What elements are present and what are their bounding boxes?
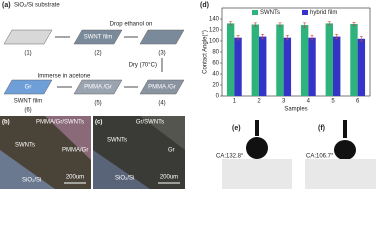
bar <box>357 38 366 96</box>
panel-label: (d) <box>200 2 209 9</box>
bar <box>350 23 358 97</box>
x-tick-label: 5 <box>331 99 335 105</box>
step-label: SWNT film <box>14 99 43 105</box>
y-tick-label: 40 <box>212 72 219 78</box>
panel-label: (a) <box>2 2 11 9</box>
needle <box>343 120 347 138</box>
region-label: PMMA/Gr/SWNTs <box>36 120 84 126</box>
bar <box>251 24 259 96</box>
swnt-film <box>73 29 123 45</box>
substrate <box>222 159 292 189</box>
step-number: (4) <box>158 101 165 107</box>
contact-angle: CA:106.7° <box>306 154 334 160</box>
bar <box>276 24 284 96</box>
step-label: Dry (70°C) <box>129 63 157 69</box>
y-tick-label: 60 <box>212 61 219 67</box>
pmma-film <box>139 79 185 95</box>
region-label: SWNTs <box>15 143 35 149</box>
panel-label: (e) <box>232 125 241 132</box>
step-label: PMMA /Gr <box>148 85 176 91</box>
step-label: Gr <box>25 85 32 91</box>
bar <box>234 37 242 96</box>
step-number: (2) <box>94 51 101 57</box>
droplet <box>334 140 356 160</box>
substrate <box>3 29 53 45</box>
legend-label: SWNTs <box>260 10 280 16</box>
step-number: (5) <box>94 101 101 107</box>
legend-label: hybrid film <box>310 10 337 16</box>
droplet <box>246 137 268 159</box>
y-tick-label: 20 <box>212 83 219 89</box>
x-tick-label: 3 <box>282 99 286 105</box>
x-axis-label: Samples <box>284 107 307 113</box>
region-label: PMMA/Gr <box>62 148 88 154</box>
region <box>140 116 185 150</box>
pmma-film <box>73 79 123 95</box>
region-label: SiO₂/Si <box>22 178 41 184</box>
bar <box>308 37 316 96</box>
legend-swatch <box>302 10 308 15</box>
y-tick-label: 100 <box>209 39 220 45</box>
step-number: (6) <box>24 108 31 114</box>
panel-label: (f) <box>318 125 325 132</box>
step-number: (1) <box>24 51 31 57</box>
x-tick-label: 2 <box>257 99 261 105</box>
panel-label: (b) <box>2 120 10 126</box>
panel-label: (c) <box>95 120 102 126</box>
step-label: Immerse in acetone <box>38 74 91 80</box>
scale-label: 200um <box>160 175 178 181</box>
y-tick-label: 140 <box>209 17 220 23</box>
needle <box>255 120 259 136</box>
x-tick-label: 1 <box>233 99 237 105</box>
step-number: (3) <box>158 51 165 57</box>
region-label: Gr <box>168 148 175 154</box>
contact-angle: CA:132.8° <box>216 154 244 160</box>
legend-swatch <box>252 10 258 15</box>
region <box>93 150 150 189</box>
region <box>0 150 55 189</box>
y-tick-label: 0 <box>216 94 220 100</box>
wet-film <box>139 29 185 45</box>
step-label: SWNT film <box>84 35 113 41</box>
y-tick-label: 80 <box>212 50 219 56</box>
bar <box>333 36 341 96</box>
x-tick-label: 4 <box>307 99 311 105</box>
step-label: SiO₂/Si substrate <box>14 3 60 9</box>
y-tick-label: 120 <box>209 28 220 34</box>
step-label: PMMA /Gr <box>84 85 112 91</box>
region-label: SWNTs <box>107 138 127 144</box>
chart: 0 20 40 60 80 100 120 140 Contact Angle(°) Sample… <box>203 7 371 113</box>
substrate <box>305 159 376 189</box>
step-label: Drop ethanol on <box>110 22 153 28</box>
gr-film <box>3 79 53 95</box>
y-axis-label: Contact Angle(°) <box>203 30 209 74</box>
x-tick-label: 6 <box>356 99 360 105</box>
bar <box>283 37 292 96</box>
region <box>45 116 91 160</box>
figure: (a) SiO₂/Si substrate SWNT film Drop eth… <box>0 2 376 189</box>
region-label: Gr/SWNTs <box>136 120 164 126</box>
plot-frame <box>221 7 371 97</box>
bar <box>300 25 309 96</box>
region-label: SiO₂/Si <box>115 176 134 182</box>
bar <box>259 36 267 96</box>
bar <box>325 23 333 96</box>
bar <box>226 23 235 96</box>
scale-label: 200um <box>66 175 84 181</box>
